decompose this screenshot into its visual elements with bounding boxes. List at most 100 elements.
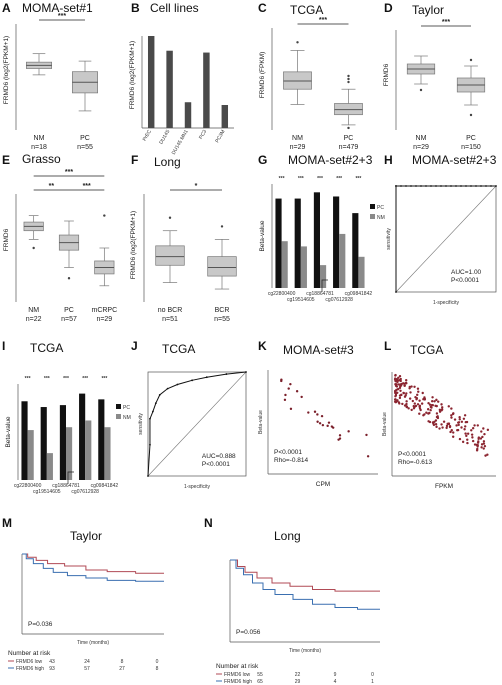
roc-point [154,402,157,405]
panel-title: TCGA [290,3,323,17]
scatter-point [394,374,397,377]
y-axis-label: Beta-value [258,410,264,434]
group-label: NM [416,135,427,142]
risk-row-label: FRMD6 low [16,659,43,665]
roc-point [225,373,228,375]
risk-count: 43 [49,659,55,665]
km-curve-low [230,559,380,592]
scatter-point [438,408,442,412]
scatter-point [320,414,324,418]
roc-point [395,291,397,293]
significance-label: *** [83,183,91,190]
scatter-point [431,396,434,399]
panel-letter: I [2,339,5,353]
scatter-point [418,399,421,402]
panel-letter: E [2,153,10,167]
legend-swatch-nm [370,214,375,219]
risk-count: 93 [49,666,55,672]
roc-point [445,185,447,187]
scatter-point [447,422,451,426]
bar [166,50,173,128]
km-curve-low [22,553,164,574]
scatter-point [425,411,428,414]
panel-letter: A [2,1,11,15]
scatter-point [480,443,484,446]
scatter-point [416,393,419,397]
scatter-point [407,407,410,410]
panel-letter: C [258,1,267,15]
risk-count: 8 [156,666,159,672]
scatter-point [427,420,430,423]
roc-point [152,410,154,413]
cpg-label: cg09841842 [91,483,119,489]
outlier-point [103,214,106,217]
roc-point [166,387,169,390]
scatter-point [366,455,370,458]
scatter-point [450,416,453,419]
panel-title: Taylor [412,3,444,17]
risk-count: 22 [295,672,301,678]
scatter-point [398,386,402,390]
legend-label: NM [377,215,385,221]
rho-label: Rho=-0.613 [398,459,433,466]
cpg-label: cg18864781 [52,483,80,489]
scatter-point [452,412,455,415]
group-label: mCRPC [91,307,117,314]
scatter-point [450,407,453,410]
outlier-point [296,41,299,44]
roc-point [435,185,437,187]
panel-letter: F [131,153,138,167]
diagonal-line [395,185,497,293]
scatter-point [405,400,408,403]
roc-point [475,185,477,187]
bar-pc [275,198,282,288]
scatter-point [423,398,426,401]
panel-title: Taylor [70,529,102,543]
risk-title: Number at risk [216,663,259,670]
scatter-point [402,391,405,395]
arrow-marker [321,279,328,292]
group-n: n=29 [96,316,112,323]
scatter-point [331,426,335,429]
risk-title: Number at risk [8,650,51,657]
roc-point [485,185,487,187]
risk-row-label: FRMD6 high [16,666,44,672]
cpg-label: cg19514605 [287,297,315,303]
risk-row-label: FRMD6 low [224,672,251,678]
category-label: DU145 [158,129,171,146]
scatter-point [414,395,417,399]
risk-count: 4 [334,679,337,685]
significance-label: * [195,183,198,190]
scatter-point [405,392,408,395]
scatter-point [408,387,411,390]
bar-pc [333,196,340,288]
scatter-point [338,437,342,440]
scatter-point [289,407,293,411]
risk-count: 65 [257,679,263,685]
bar-nm [320,265,327,288]
scatter-point [415,398,418,401]
panel-letter: M [2,516,12,530]
scatter-point [326,424,329,428]
scatter-point [420,402,424,405]
scatter-point [289,382,292,386]
outlier-point [347,77,350,81]
scatter-point [451,435,455,438]
group-n: n=29 [290,144,306,151]
roc-point [465,185,467,187]
scatter-point [413,402,416,405]
significance-label: *** [336,176,342,182]
cpg-label: cg22800400 [14,483,42,489]
group-n: n=51 [162,316,178,323]
panel-letter: L [384,339,391,353]
roc-point [415,185,417,187]
x-axis-label: Time (months) [77,640,109,646]
y-axis-label: sensitivity [386,228,392,250]
p-value-label: P<0.0001 [274,449,302,456]
outlier-point [220,225,224,228]
significance-label: *** [44,376,50,382]
scatter-point [338,434,342,437]
group-label: BCR [215,307,230,314]
significance-label: *** [317,176,323,182]
scatter-point [457,421,460,424]
